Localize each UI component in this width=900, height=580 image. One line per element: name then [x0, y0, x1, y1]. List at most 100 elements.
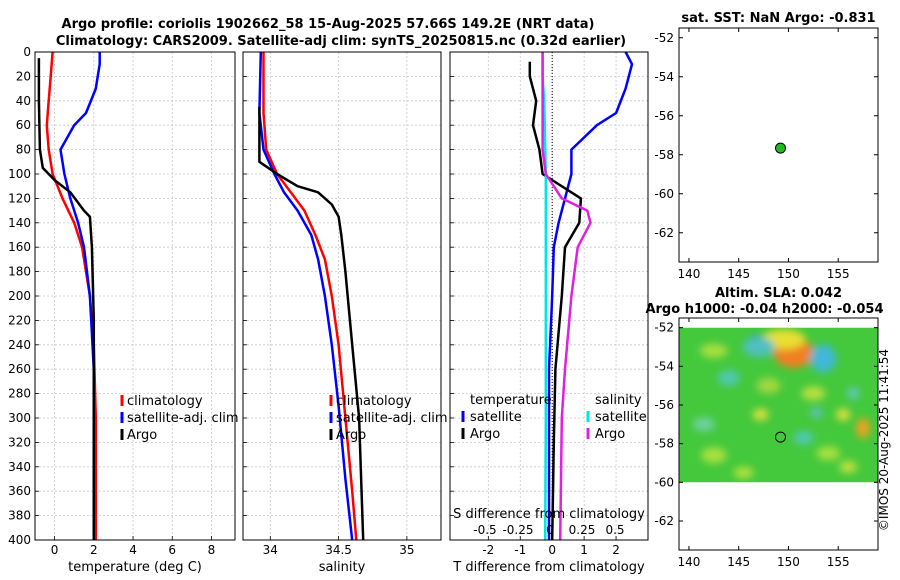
heatmap-patch: [810, 407, 823, 418]
axes-frame: [242, 51, 442, 541]
sla-heatmap: [679, 327, 878, 483]
top-tick-label: -0.25: [502, 523, 533, 537]
y-tick-label: 360: [8, 484, 31, 498]
title-line-2: Climatology: CARS2009. Satellite-adj cli…: [56, 34, 626, 49]
temperature-panel: 0204060801001201401601802002202402602803…: [8, 45, 239, 575]
difference-panel: -2 -1 0 1 2 T difference from climatology temp…: [449, 51, 649, 575]
y-tick-label: 320: [8, 435, 31, 449]
legend-title-temperature: temperature: [470, 393, 552, 408]
title-line-1: Argo profile: coriolis 1902662_58 15-Aug…: [62, 17, 595, 32]
y-tick-label: 100: [8, 167, 31, 181]
y-tick-label: 200: [8, 289, 31, 303]
heatmap-patch: [733, 466, 754, 479]
x-tick-label: 35: [399, 543, 414, 557]
x-tick-label: 1: [580, 543, 588, 557]
y-tick-label: 40: [16, 94, 31, 108]
sst-map-panel: 140 145 150 155 -52 -54 -56 -58 -60 -62 sat. SST: …: [654, 11, 879, 281]
heatmap-patch: [856, 418, 871, 439]
y-tick-label: 340: [8, 460, 31, 474]
series-line-satellite-adj-clim: [258, 51, 354, 541]
sla-map-panel: 140 145 150 155 -52 -54 -56 -58 -60 -62 Altim. SLA…: [645, 286, 883, 569]
map-frame: [678, 317, 879, 551]
y-tick-label: -56: [654, 109, 674, 123]
series-line-salinity-Argo: [541, 52, 592, 541]
x-tick-label: 2: [612, 543, 620, 557]
y-tick-label: 300: [8, 411, 31, 425]
y-tick-label: -54: [654, 70, 674, 84]
legend-label: climatology: [127, 394, 203, 409]
legend-label: climatology: [336, 394, 412, 409]
heatmap-patch: [836, 408, 851, 421]
x-tick-label: 140: [677, 555, 700, 569]
x-tick-label: 8: [208, 543, 216, 557]
heatmap-patch: [756, 377, 781, 394]
y-tick-label: 220: [8, 313, 31, 327]
y-tick-label: 160: [8, 240, 31, 254]
y-tick-label: -60: [654, 187, 674, 201]
y-tick-label: 0: [23, 45, 31, 59]
x-tick-label: 0: [548, 543, 556, 557]
x-tick-label: -1: [514, 543, 526, 557]
legend-label: satellite: [595, 410, 647, 425]
x-tick-label: 34.5: [325, 543, 352, 557]
top-axis-label: S difference from climatology: [453, 507, 645, 522]
series-line-Argo: [37, 58, 96, 540]
heatmap-patch: [692, 417, 715, 432]
series-line-satellite-adj-clim: [59, 52, 101, 540]
float-position-marker: [774, 142, 786, 154]
top-tick-label: 0: [546, 523, 554, 537]
x-tick-label: 2: [90, 543, 98, 557]
x-tick-label: 140: [677, 267, 700, 281]
y-tick-label: -60: [654, 475, 674, 489]
heatmap-blobs: [692, 329, 871, 479]
x-axis-label: temperature (deg C): [68, 560, 202, 575]
x-tick-label: 145: [727, 555, 750, 569]
x-tick-label: 34: [263, 543, 278, 557]
x-tick-label: 150: [777, 267, 800, 281]
x-tick-label: 6: [168, 543, 176, 557]
y-tick-label: -58: [654, 148, 674, 162]
heatmap-patch: [699, 343, 728, 358]
top-tick-label: 0.5: [605, 523, 624, 537]
y-tick-label: -52: [654, 31, 674, 45]
heatmap-patch: [801, 386, 826, 401]
y-tick-label: -56: [654, 398, 674, 412]
y-tick-label: 280: [8, 387, 31, 401]
x-axis-label: T difference from climatology: [452, 560, 645, 575]
heatmap-patch: [847, 387, 860, 400]
y-tick-label: 80: [16, 143, 31, 157]
y-tick-label: 260: [8, 362, 31, 376]
legend-label: Argo: [127, 428, 157, 443]
map-title-line-2: Argo h1000: -0.04 h2000: -0.054: [645, 302, 883, 317]
y-tick-label: 20: [16, 69, 31, 83]
y-tick-label: 400: [8, 533, 31, 547]
map-title: sat. SST: NaN Argo: -0.831: [681, 11, 875, 26]
salinity-panel: 34 34.5 35 salinity climatology satellite-adj…: [242, 51, 448, 575]
legend-label: satellite-adj. clim: [127, 411, 239, 426]
heatmap-patch: [742, 337, 775, 357]
heatmap-patch: [700, 447, 727, 464]
x-tick-label: 4: [129, 543, 137, 557]
legend-label: Argo: [470, 427, 500, 442]
x-tick-label: 155: [827, 267, 850, 281]
y-tick-label: -54: [654, 359, 674, 373]
legend-label: Argo: [595, 427, 625, 442]
heatmap-patch: [793, 430, 814, 445]
heatmap-patch: [839, 460, 858, 473]
legend-title-salinity: salinity: [595, 393, 642, 408]
float-position-marker: [774, 431, 786, 443]
y-tick-label: 60: [16, 118, 31, 132]
y-tick-label: 180: [8, 265, 31, 279]
y-tick-label: 140: [8, 216, 31, 230]
y-tick-label: 380: [8, 509, 31, 523]
heatmap-patch: [810, 344, 837, 373]
axes-frame: [449, 51, 649, 541]
x-tick-label: -2: [482, 543, 494, 557]
legend-label: satellite: [470, 410, 522, 425]
legend-label: Argo: [336, 428, 366, 443]
x-tick-label: 155: [827, 555, 850, 569]
x-tick-label: 145: [727, 267, 750, 281]
y-tick-label: -62: [654, 226, 674, 240]
top-tick-label: -0.5: [473, 523, 496, 537]
heatmap-patch: [752, 408, 769, 421]
